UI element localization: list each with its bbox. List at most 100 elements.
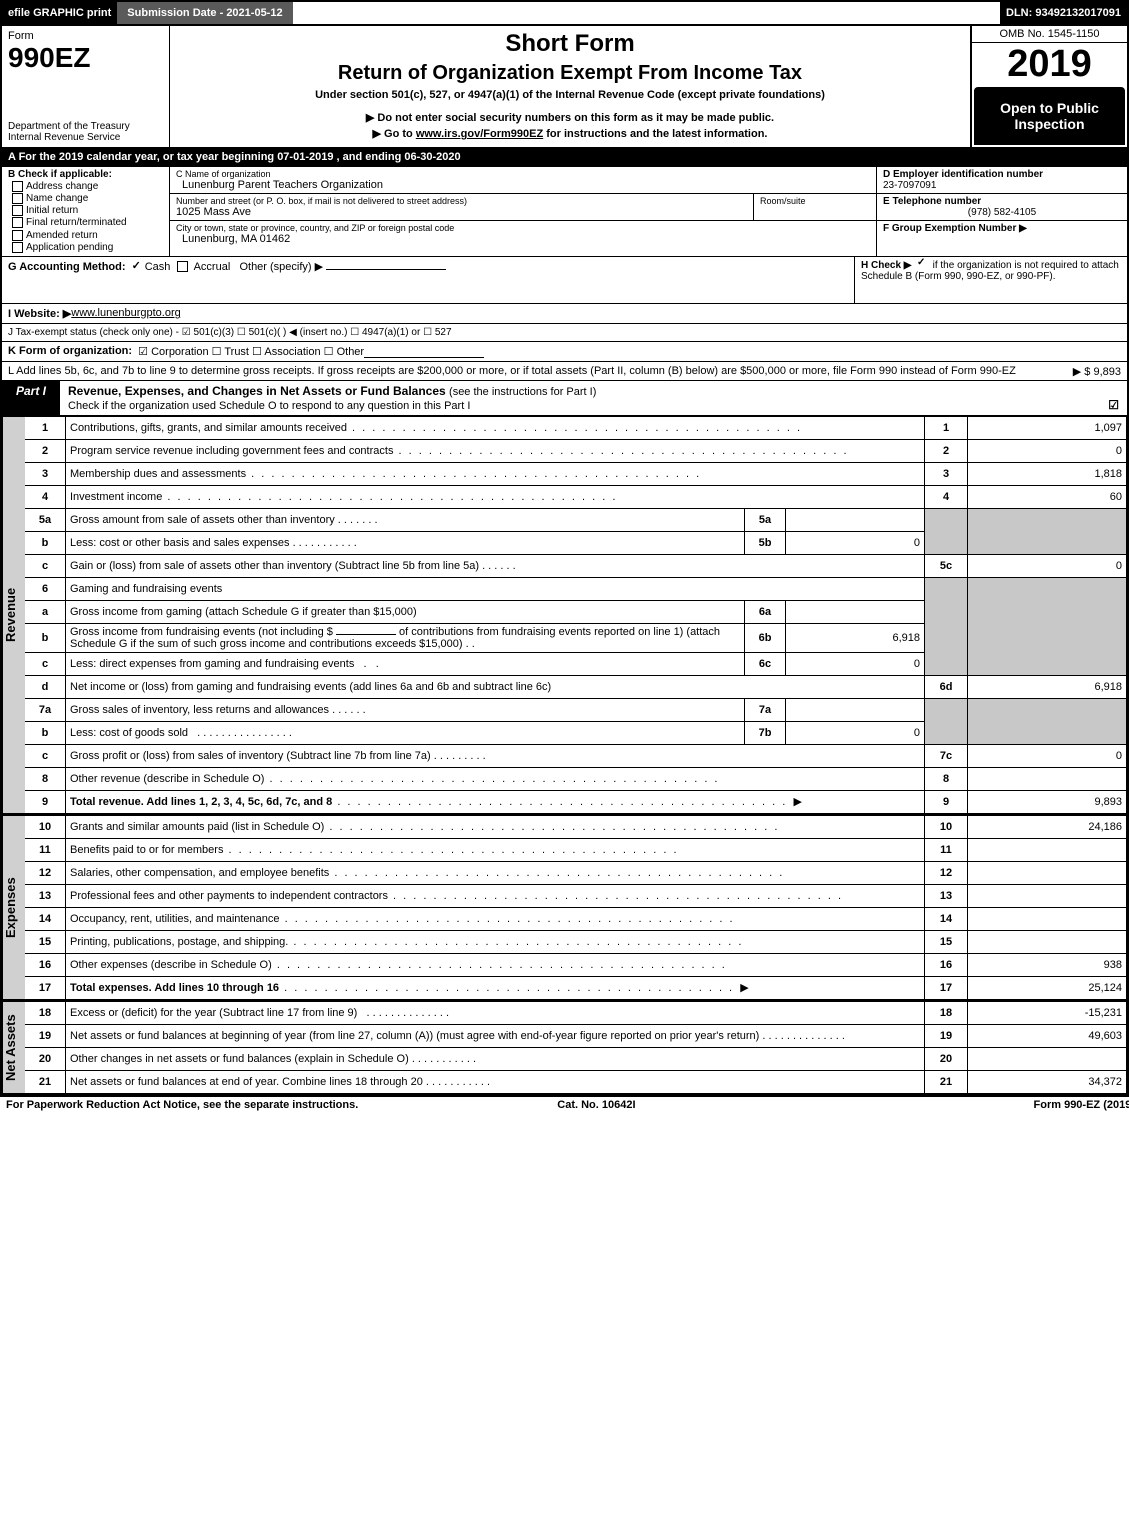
line-5c: cGain or (loss) from sale of assets othe… (25, 554, 1127, 577)
section-def: D Employer identification number 23-7097… (876, 167, 1127, 256)
cb-name-change[interactable]: Name change (12, 193, 163, 204)
cb-application-pending[interactable]: Application pending (12, 242, 163, 253)
line-6d: dNet income or (loss) from gaming and fu… (25, 675, 1127, 698)
room-label: Room/suite (760, 196, 806, 206)
line-20: 20Other changes in net assets or fund ba… (25, 1047, 1127, 1070)
accrual-checkbox[interactable] (177, 261, 188, 272)
i-label: I Website: ▶ (8, 307, 71, 320)
line-17: 17Total expenses. Add lines 10 through 1… (25, 976, 1127, 999)
header-left: Form 990EZ Department of the Treasury In… (2, 26, 170, 147)
header-right: OMB No. 1545-1150 2019 Open to Public In… (970, 26, 1127, 147)
line-15: 15Printing, publications, postage, and s… (25, 930, 1127, 953)
part-1-header: Part I Revenue, Expenses, and Changes in… (2, 381, 1127, 416)
room-suite: Room/suite (754, 194, 876, 220)
part-1-checkmark: ☑ (1108, 398, 1119, 412)
line-6: 6Gaming and fundraising events (25, 577, 1127, 600)
city-row: City or town, state or province, country… (170, 221, 876, 256)
j-text: J Tax-exempt status (check only one) - ☑… (8, 327, 452, 338)
expenses-vlabel: Expenses (2, 815, 25, 1000)
efile-print-label[interactable]: efile GRAPHIC print (2, 2, 117, 24)
h-pre: H Check ▶ (861, 260, 911, 271)
line-10: 10Grants and similar amounts paid (list … (25, 815, 1127, 838)
row-g-h: G Accounting Method: Cash Accrual Other … (2, 257, 1127, 304)
line-12: 12Salaries, other compensation, and empl… (25, 861, 1127, 884)
cb-address-change[interactable]: Address change (12, 181, 163, 192)
line-14: 14Occupancy, rent, utilities, and mainte… (25, 907, 1127, 930)
net-assets-table: 18Excess or (deficit) for the year (Subt… (25, 1001, 1127, 1094)
part-1-check-line: Check if the organization used Schedule … (68, 400, 470, 412)
tax-year-line: A For the 2019 calendar year, or tax yea… (2, 149, 1127, 167)
other-specify-input[interactable] (326, 269, 446, 270)
line-3: 3Membership dues and assessments31,818 (25, 462, 1127, 485)
ssn-note: ▶ Do not enter social security numbers o… (176, 111, 964, 124)
row-g-content: G Accounting Method: Cash Accrual Other … (8, 260, 446, 300)
g-label: G Accounting Method: (8, 261, 126, 273)
net-assets-section: Net Assets 18Excess or (deficit) for the… (2, 1001, 1127, 1095)
city-label: City or town, state or province, country… (176, 223, 870, 233)
k-other-input[interactable] (364, 345, 484, 358)
k-opts: ☑ Corporation ☐ Trust ☐ Association ☐ Ot… (138, 345, 364, 358)
department-label: Department of the Treasury Internal Reve… (8, 121, 163, 143)
revenue-section: Revenue 1Contributions, gifts, grants, a… (2, 416, 1127, 815)
l-amount: ▶ $ 9,893 (1073, 365, 1121, 378)
address-row: Number and street (or P. O. box, if mail… (170, 194, 754, 220)
row-k: K Form of organization: ☑ Corporation ☐ … (2, 342, 1127, 362)
row-h-content: H Check ▶ if the organization is not req… (854, 257, 1121, 303)
line-4: 4Investment income460 (25, 485, 1127, 508)
note2-post: for instructions and the latest informat… (543, 128, 767, 140)
part-1-title: Revenue, Expenses, and Changes in Net As… (60, 381, 1127, 415)
short-form-title: Short Form (176, 30, 964, 58)
line-7c: cGross profit or (loss) from sales of in… (25, 744, 1127, 767)
revenue-vlabel: Revenue (2, 416, 25, 814)
website-link[interactable]: www.lunenburgpto.org (71, 307, 180, 320)
expenses-table: 10Grants and similar amounts paid (list … (25, 815, 1127, 1000)
dln-label: DLN: 93492132017091 (1000, 2, 1127, 24)
accrual-label: Accrual (194, 261, 231, 273)
expenses-section: Expenses 10Grants and similar amounts pa… (2, 815, 1127, 1001)
street-address: 1025 Mass Ave (176, 206, 747, 218)
form-header: Form 990EZ Department of the Treasury In… (2, 26, 1127, 149)
instructions-link[interactable]: www.irs.gov/Form990EZ (416, 128, 543, 140)
instructions-note: ▶ Go to www.irs.gov/Form990EZ for instru… (176, 127, 964, 140)
line-5a: 5aGross amount from sale of assets other… (25, 508, 1127, 531)
form-990ez-page: efile GRAPHIC print Submission Date - 20… (0, 0, 1129, 1097)
phone-row: E Telephone number (978) 582-4105 (877, 194, 1127, 221)
f-label: F Group Exemption Number ▶ (883, 223, 1121, 234)
l-text: L Add lines 5b, 6c, and 7b to line 9 to … (8, 365, 1016, 377)
d-label: D Employer identification number (883, 169, 1121, 180)
line-16: 16Other expenses (describe in Schedule O… (25, 953, 1127, 976)
footer-left: For Paperwork Reduction Act Notice, see … (6, 1099, 358, 1111)
cb-final-return[interactable]: Final return/terminated (12, 217, 163, 228)
line-21: 21Net assets or fund balances at end of … (25, 1070, 1127, 1093)
section-c: C Name of organization Lunenburg Parent … (170, 167, 876, 256)
form-number: 990EZ (8, 42, 163, 74)
line-2: 2Program service revenue including gover… (25, 439, 1127, 462)
revenue-table: 1Contributions, gifts, grants, and simil… (25, 416, 1127, 814)
part-1-tab: Part I (2, 381, 60, 415)
form-title: Return of Organization Exempt From Incom… (176, 62, 964, 85)
ein-row: D Employer identification number 23-7097… (877, 167, 1127, 194)
row-l: L Add lines 5b, 6c, and 7b to line 9 to … (2, 362, 1127, 381)
form-word: Form (8, 30, 163, 42)
row-i: I Website: ▶ www.lunenburgpto.org (2, 304, 1127, 324)
cb-amended-return[interactable]: Amended return (12, 230, 163, 241)
ein-value: 23-7097091 (883, 180, 1121, 191)
cb-initial-return[interactable]: Initial return (12, 205, 163, 216)
c-label: C Name of organization (176, 169, 870, 179)
part-1-subtitle: (see the instructions for Part I) (449, 386, 596, 398)
omb-number: OMB No. 1545-1150 (972, 26, 1127, 43)
open-to-public: Open to Public Inspection (974, 87, 1125, 145)
form-subtitle: Under section 501(c), 527, or 4947(a)(1)… (176, 89, 964, 101)
row-j: J Tax-exempt status (check only one) - ☑… (2, 324, 1127, 342)
line-9: 9Total revenue. Add lines 1, 2, 3, 4, 5c… (25, 790, 1127, 813)
e-label: E Telephone number (883, 196, 1121, 207)
phone-value: (978) 582-4105 (883, 207, 1121, 218)
group-exemption-row: F Group Exemption Number ▶ (877, 221, 1127, 256)
h-checkmark (917, 260, 927, 270)
addr-label: Number and street (or P. O. box, if mail… (176, 196, 747, 206)
footer-center: Cat. No. 10642I (557, 1099, 635, 1111)
org-name: Lunenburg Parent Teachers Organization (176, 179, 870, 191)
section-b-label: B Check if applicable: (8, 169, 163, 180)
top-bar: efile GRAPHIC print Submission Date - 20… (2, 2, 1127, 26)
line-11: 11Benefits paid to or for members11 (25, 838, 1127, 861)
